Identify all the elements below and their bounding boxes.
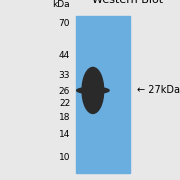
Text: 26: 26 xyxy=(59,87,70,96)
Ellipse shape xyxy=(77,87,109,94)
Ellipse shape xyxy=(82,68,104,113)
Text: 22: 22 xyxy=(59,99,70,108)
Bar xyxy=(76,16,130,173)
Text: 18: 18 xyxy=(59,112,70,122)
Text: 14: 14 xyxy=(59,130,70,139)
Text: ← 27kDa: ← 27kDa xyxy=(137,86,180,95)
Text: 44: 44 xyxy=(59,51,70,60)
Text: 10: 10 xyxy=(59,153,70,162)
Text: Western Blot: Western Blot xyxy=(92,0,163,5)
Text: 33: 33 xyxy=(59,71,70,80)
Text: kDa: kDa xyxy=(53,0,70,9)
Text: 70: 70 xyxy=(59,19,70,28)
